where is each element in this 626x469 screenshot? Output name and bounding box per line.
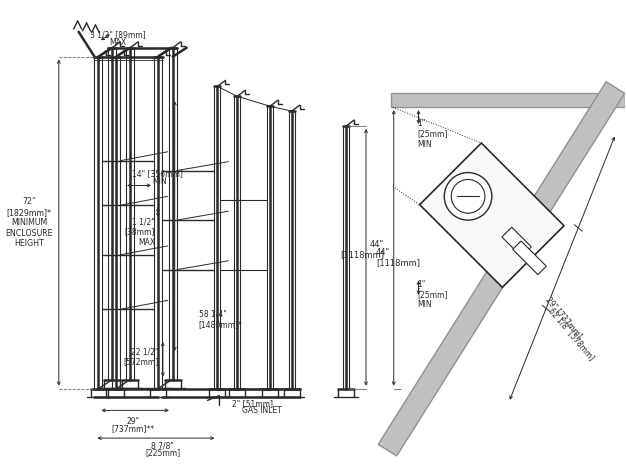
Text: 1"
[25mm]
MIN: 1" [25mm] MIN — [418, 280, 448, 310]
Polygon shape — [378, 82, 625, 456]
Text: [225mm]: [225mm] — [145, 448, 180, 457]
Text: [737mm]**: [737mm]** — [111, 424, 155, 433]
Text: 3 1/2" [89mm]: 3 1/2" [89mm] — [91, 30, 146, 39]
Text: GAS INLET: GAS INLET — [242, 406, 282, 415]
Polygon shape — [502, 227, 531, 257]
Text: 29" [737mm]: 29" [737mm] — [545, 295, 584, 340]
Text: MIN: MIN — [153, 177, 167, 186]
Bar — [391, 93, 625, 107]
Text: 29": 29" — [126, 417, 140, 426]
Text: 1"
[25mm]
MIN: 1" [25mm] MIN — [418, 119, 448, 149]
Text: 1 1/2"
[38mm]
MAX: 1 1/2" [38mm] MAX — [125, 217, 155, 247]
Polygon shape — [419, 143, 564, 287]
Text: 44"
[1118mm]: 44" [1118mm] — [340, 240, 384, 259]
Text: 72"
[1829mm]*
MINIMUM
ENCLOSURE
HEIGHT: 72" [1829mm]* MINIMUM ENCLOSURE HEIGHT — [6, 197, 53, 248]
Text: 8 7/8": 8 7/8" — [151, 441, 174, 451]
Circle shape — [451, 180, 485, 213]
Text: 58 1/4"
[1480mm]*: 58 1/4" [1480mm]* — [198, 310, 242, 329]
Polygon shape — [513, 241, 546, 275]
Text: 44"
[1118mm]: 44" [1118mm] — [376, 248, 420, 267]
Text: MAX: MAX — [110, 38, 127, 47]
Text: 22 1/2"
[572mm]: 22 1/2" [572mm] — [124, 347, 159, 367]
Text: 62 1/8" [578mm]: 62 1/8" [578mm] — [546, 306, 595, 362]
Text: 2" [51mm]: 2" [51mm] — [232, 399, 273, 408]
Circle shape — [444, 173, 492, 220]
Text: 14" [356mm]: 14" [356mm] — [133, 169, 183, 178]
